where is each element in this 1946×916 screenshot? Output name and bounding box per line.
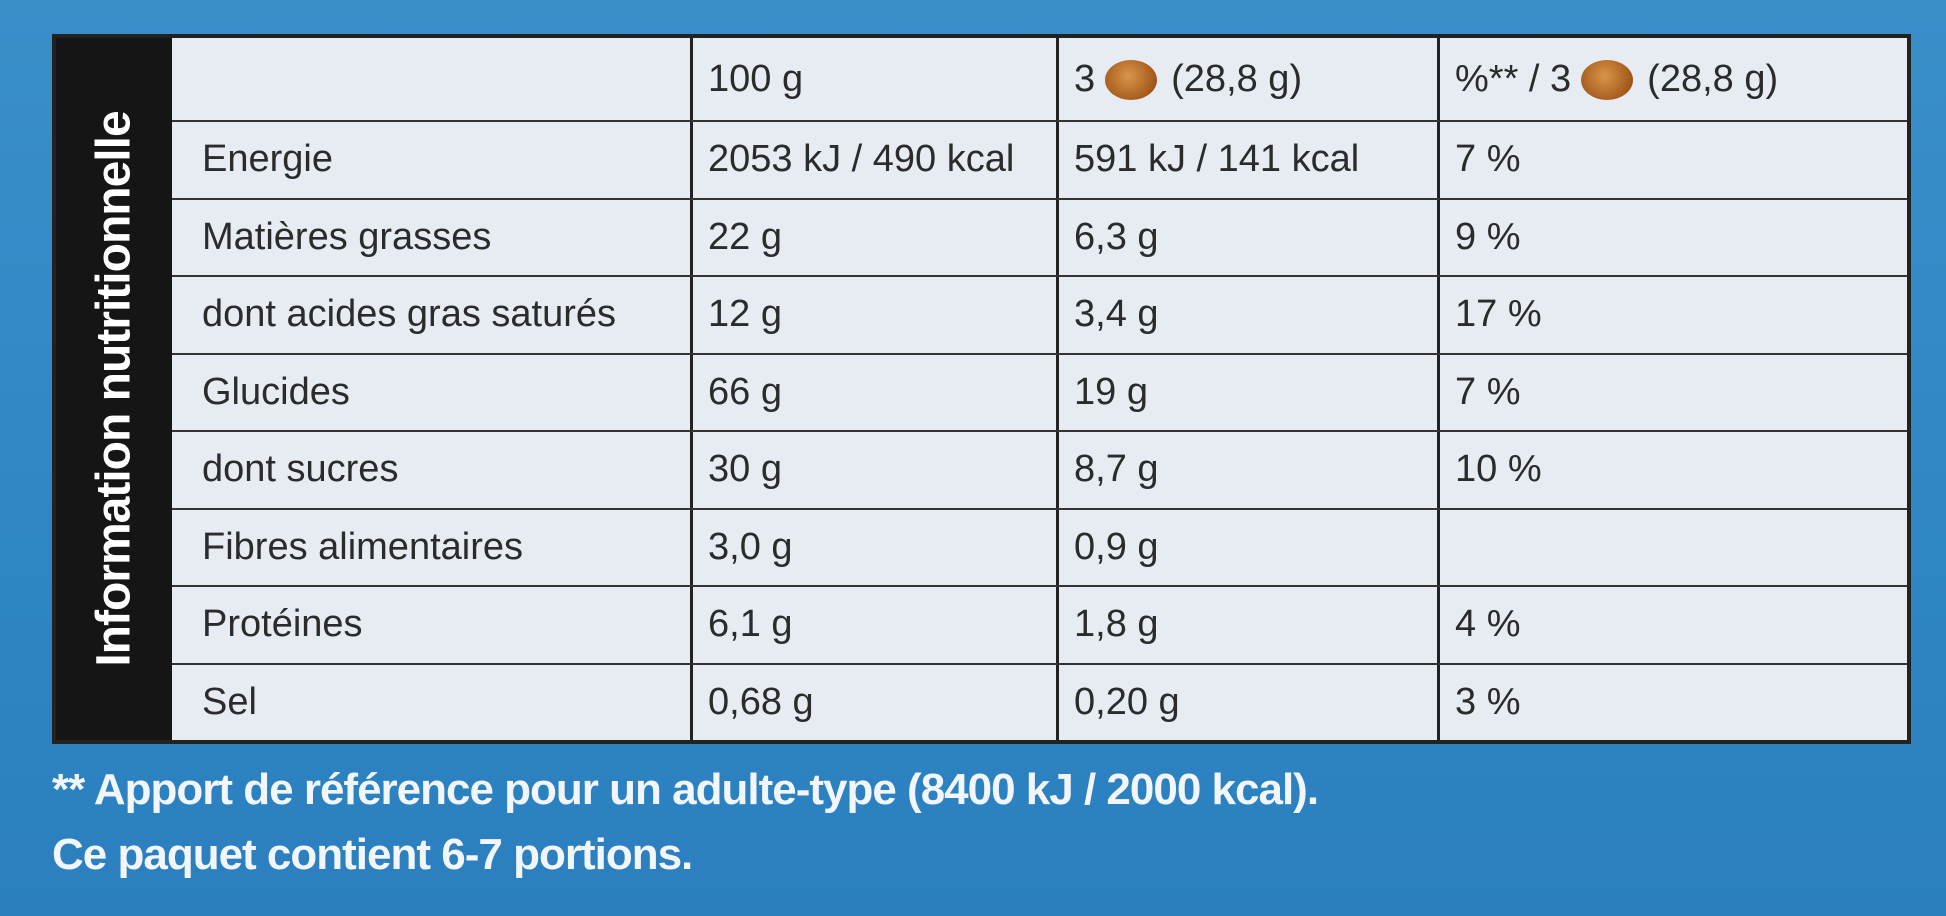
nutrient-name: Glucides <box>202 370 350 413</box>
nutrient-name: Fibres alimentaires <box>202 525 523 568</box>
footnote: ** Apport de référence pour un adulte-ty… <box>52 765 1319 814</box>
header-cell: %** / 3 (28,8 g) <box>1437 38 1778 121</box>
cookie-icon <box>1581 59 1634 100</box>
nutrient-value: 10 % <box>1455 448 1542 491</box>
nutrient-value: 3 % <box>1455 680 1521 723</box>
header-cell: 100 g <box>690 38 803 121</box>
header-text: 3 <box>1074 58 1096 100</box>
nutrient-name: dont acides gras saturés <box>202 293 617 336</box>
nutrient-value: 6,3 g <box>1074 215 1159 258</box>
nutrient-value: 3,0 g <box>708 525 793 568</box>
nutrient-name: Matières grasses <box>202 215 492 258</box>
row-line <box>172 120 1907 122</box>
nutrition-table: Information nutritionnelle 100 g 3 (28,8 … <box>52 34 1911 744</box>
header-text: (28,8 g) <box>1171 58 1303 100</box>
nutrient-value: 66 g <box>708 370 782 413</box>
nutrient-value: 1,8 g <box>1074 603 1159 646</box>
nutrient-value: 30 g <box>708 448 782 491</box>
nutrient-name: dont sucres <box>202 448 399 491</box>
row-line <box>172 275 1907 277</box>
side-band: Information nutritionnelle <box>56 38 172 740</box>
nutrient-value: 22 g <box>708 215 782 258</box>
nutrient-value: 0,68 g <box>708 680 814 723</box>
nutrient-name: Energie <box>202 138 333 181</box>
nutrient-name: Sel <box>202 680 257 723</box>
header-text: (28,8 g) <box>1647 58 1779 100</box>
column-line <box>1437 38 1440 740</box>
header-text: %** / 3 <box>1455 58 1572 100</box>
nutrient-value: 6,1 g <box>708 603 793 646</box>
column-line <box>1056 38 1059 740</box>
nutrient-value: 9 % <box>1455 215 1521 258</box>
footnote: Ce paquet contient 6-7 portions. <box>52 830 693 879</box>
nutrient-value: 8,7 g <box>1074 448 1159 491</box>
nutrient-name: Protéines <box>202 603 363 646</box>
row-line <box>172 430 1907 432</box>
nutrient-value: 4 % <box>1455 603 1521 646</box>
nutrient-value: 591 kJ / 141 kcal <box>1074 138 1360 181</box>
nutrient-value: 2053 kJ / 490 kcal <box>708 138 1015 181</box>
nutrient-value: 17 % <box>1455 293 1542 336</box>
row-line <box>172 352 1907 355</box>
column-line <box>690 38 693 740</box>
nutrient-value: 0,9 g <box>1074 525 1159 568</box>
header-text: 100 g <box>708 58 804 100</box>
row-line <box>172 662 1907 665</box>
header-cell: 3 (28,8 g) <box>1056 38 1302 121</box>
row-line <box>172 197 1907 200</box>
nutrient-value: 0,20 g <box>1074 680 1180 723</box>
nutrient-value: 12 g <box>708 293 782 336</box>
nutrient-value: 3,4 g <box>1074 293 1159 336</box>
nutrient-value: 7 % <box>1455 138 1521 181</box>
row-line <box>172 585 1907 587</box>
side-label: Information nutritionnelle <box>87 111 141 667</box>
cookie-icon <box>1105 59 1158 100</box>
row-line <box>172 507 1907 510</box>
nutrient-value: 7 % <box>1455 370 1521 413</box>
nutrient-value: 19 g <box>1074 370 1148 413</box>
